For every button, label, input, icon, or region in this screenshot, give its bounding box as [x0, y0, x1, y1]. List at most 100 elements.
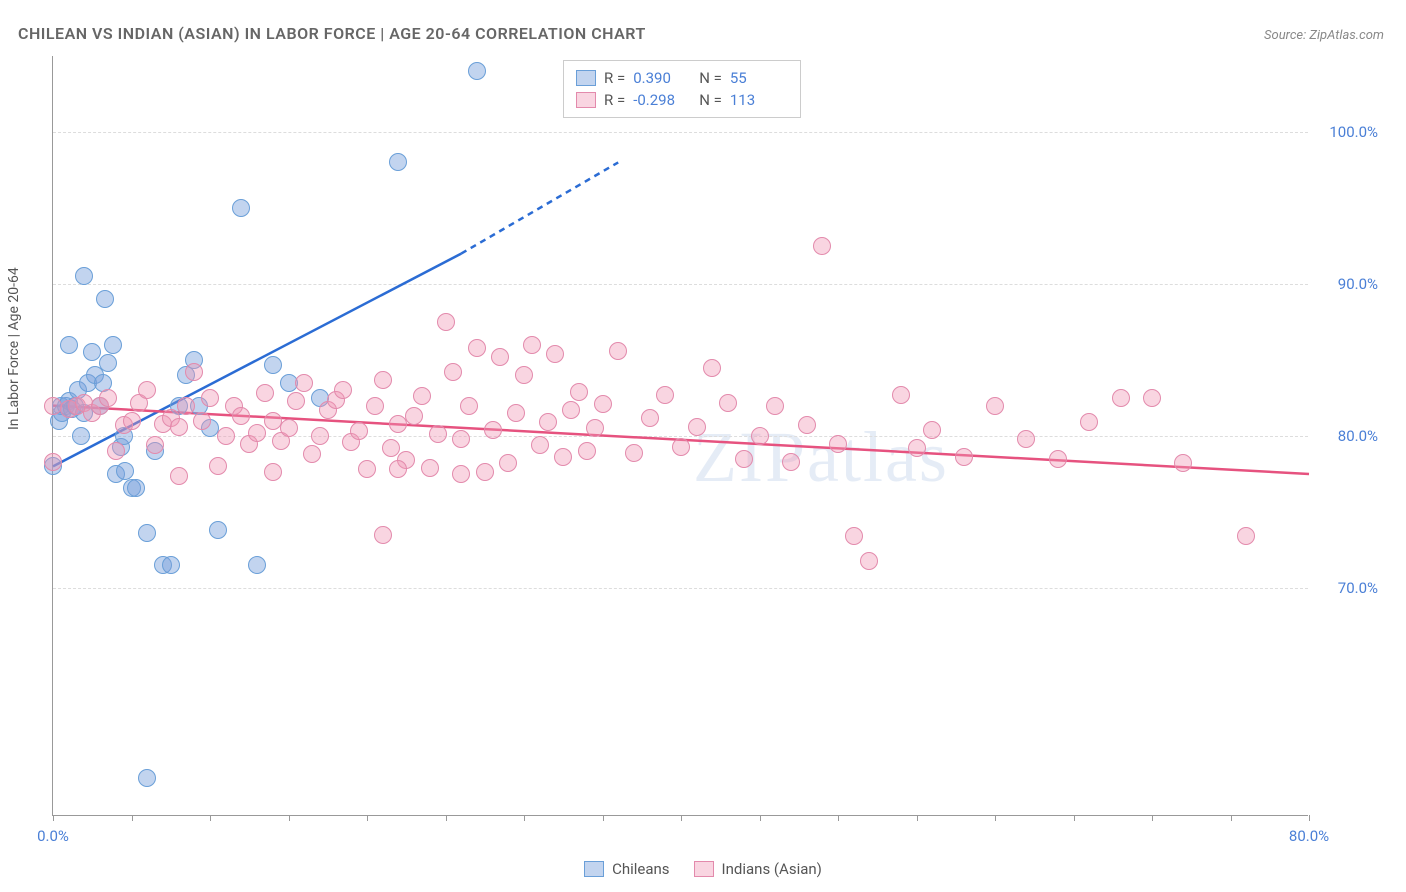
data-point	[782, 453, 800, 471]
data-point	[554, 448, 572, 466]
data-point	[287, 392, 305, 410]
data-point	[594, 395, 612, 413]
data-point	[641, 409, 659, 427]
swatch-icon	[694, 861, 714, 877]
data-point	[1080, 413, 1098, 431]
data-point	[138, 524, 156, 542]
data-point	[123, 412, 141, 430]
data-point	[421, 459, 439, 477]
data-point	[539, 413, 557, 431]
x-tick	[760, 815, 761, 821]
data-point	[405, 407, 423, 425]
data-point	[209, 521, 227, 539]
data-point	[1017, 430, 1035, 448]
data-point	[232, 407, 250, 425]
y-tick-label: 80.0%	[1338, 427, 1378, 445]
data-point	[358, 460, 376, 478]
data-point	[546, 345, 564, 363]
r-value: -0.298	[633, 91, 691, 109]
data-point	[1174, 454, 1192, 472]
swatch-icon	[576, 70, 596, 86]
data-point	[908, 439, 926, 457]
data-point	[570, 383, 588, 401]
data-point	[72, 427, 90, 445]
x-tick	[681, 815, 682, 821]
x-tick	[838, 815, 839, 821]
chart-plot-area: ZIPatlas 70.0%80.0%90.0%100.0%0.0%80.0% …	[52, 56, 1308, 816]
n-label: N =	[699, 69, 722, 87]
data-point	[116, 462, 134, 480]
swatch-icon	[584, 861, 604, 877]
data-point	[1112, 389, 1130, 407]
trend-lines	[53, 56, 1308, 815]
chart-title: CHILEAN VS INDIAN (ASIAN) IN LABOR FORCE…	[18, 24, 646, 43]
data-point	[766, 397, 784, 415]
stats-row: R = -0.298 N = 113	[576, 89, 788, 111]
data-point	[798, 416, 816, 434]
data-point	[248, 556, 266, 574]
data-point	[429, 425, 447, 443]
data-point	[735, 450, 753, 468]
x-tick	[524, 815, 525, 821]
x-tick-label: 80.0%	[1289, 827, 1329, 845]
data-point	[264, 463, 282, 481]
data-point	[751, 427, 769, 445]
data-point	[892, 386, 910, 404]
x-tick	[446, 815, 447, 821]
data-point	[955, 448, 973, 466]
r-label: R =	[604, 69, 625, 87]
data-point	[507, 404, 525, 422]
r-label: R =	[604, 91, 625, 109]
x-tick	[132, 815, 133, 821]
data-point	[491, 348, 509, 366]
legend-item: Chileans	[584, 860, 669, 878]
x-tick	[1231, 815, 1232, 821]
data-point	[201, 389, 219, 407]
legend-item: Indians (Asian)	[694, 860, 822, 878]
data-point	[562, 401, 580, 419]
data-point	[484, 421, 502, 439]
data-point	[813, 237, 831, 255]
data-point	[1049, 450, 1067, 468]
x-tick	[1309, 815, 1310, 821]
series-legend: Chileans Indians (Asian)	[0, 860, 1406, 878]
data-point	[44, 453, 62, 471]
x-tick	[1074, 815, 1075, 821]
data-point	[248, 424, 266, 442]
data-point	[719, 394, 737, 412]
data-point	[96, 290, 114, 308]
data-point	[468, 339, 486, 357]
data-point	[703, 359, 721, 377]
data-point	[656, 386, 674, 404]
data-point	[83, 343, 101, 361]
data-point	[138, 381, 156, 399]
data-point	[264, 356, 282, 374]
y-axis-label: In Labor Force | Age 20-64	[6, 267, 22, 430]
data-point	[609, 342, 627, 360]
x-tick	[53, 815, 54, 821]
data-point	[217, 427, 235, 445]
data-point	[334, 381, 352, 399]
data-point	[104, 336, 122, 354]
data-point	[923, 421, 941, 439]
data-point	[170, 418, 188, 436]
data-point	[476, 463, 494, 481]
data-point	[75, 267, 93, 285]
r-value: 0.390	[633, 69, 691, 87]
data-point	[295, 374, 313, 392]
data-point	[586, 419, 604, 437]
n-value: 55	[730, 69, 788, 87]
data-point	[256, 384, 274, 402]
y-tick-label: 70.0%	[1338, 579, 1378, 597]
data-point	[1143, 389, 1161, 407]
data-point	[389, 153, 407, 171]
data-point	[303, 445, 321, 463]
data-point	[531, 436, 549, 454]
data-point	[366, 397, 384, 415]
data-point	[578, 442, 596, 460]
x-tick-label: 0.0%	[37, 827, 69, 845]
data-point	[437, 313, 455, 331]
stats-row: R = 0.390 N = 55	[576, 67, 788, 89]
data-point	[185, 363, 203, 381]
data-point	[460, 397, 478, 415]
